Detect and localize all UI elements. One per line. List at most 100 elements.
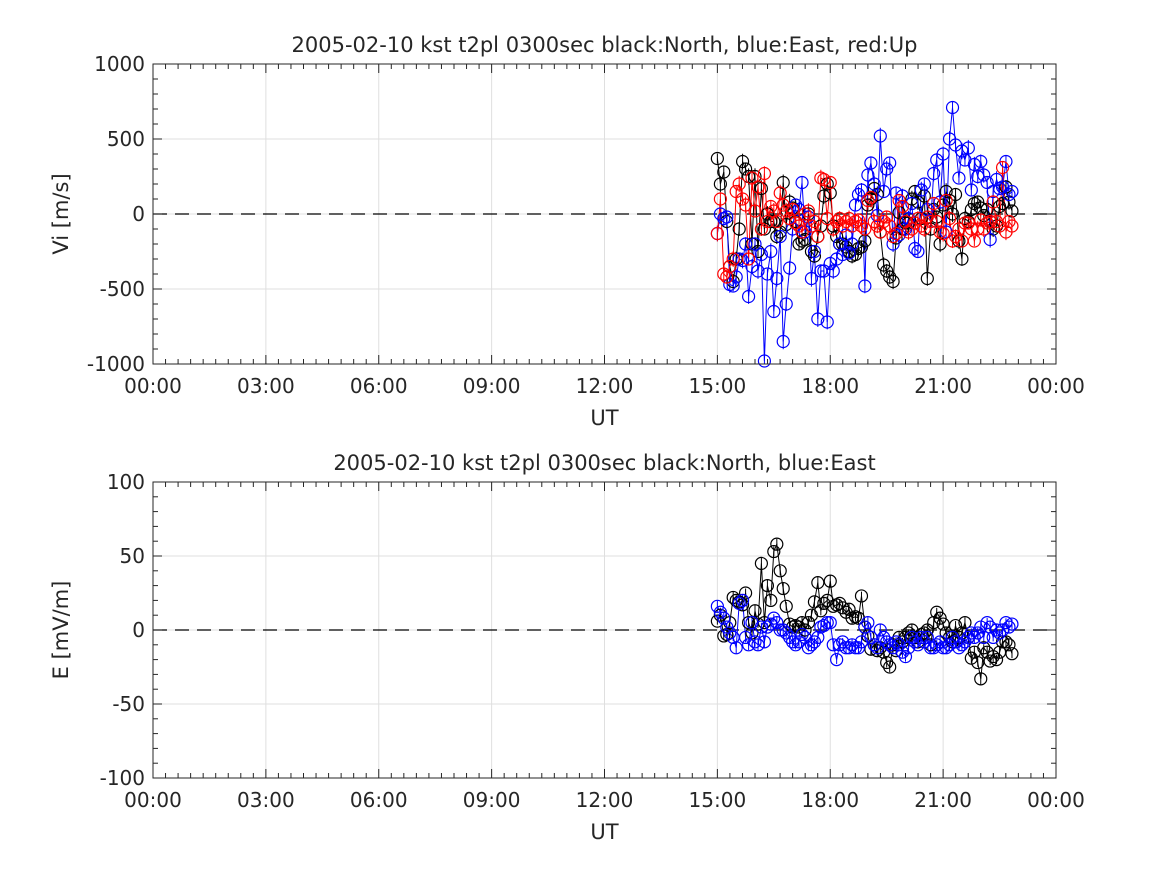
data-point — [933, 195, 947, 209]
data-point — [767, 304, 781, 319]
data-point — [738, 237, 753, 251]
data-point — [760, 578, 775, 593]
data-point — [710, 226, 724, 241]
data-point — [783, 195, 797, 209]
data-point — [845, 638, 859, 652]
data-point — [757, 635, 772, 649]
data-point — [877, 258, 891, 272]
data-point — [842, 641, 856, 655]
data-point — [735, 593, 750, 608]
data-point — [742, 289, 756, 304]
data-point — [754, 620, 768, 634]
velocity-points — [710, 100, 1019, 368]
data-point — [798, 232, 812, 247]
x-tick-label: 09:00 — [463, 788, 521, 812]
data-point — [867, 181, 881, 196]
data-point — [867, 638, 881, 652]
data-point — [814, 604, 828, 618]
data-point — [964, 626, 978, 640]
data-point — [974, 154, 988, 169]
data-point — [770, 537, 784, 551]
data-point — [817, 618, 831, 633]
data-point — [735, 192, 750, 206]
data-point — [924, 638, 938, 652]
data-point — [748, 204, 762, 218]
data-point — [948, 187, 963, 202]
data-point — [854, 589, 869, 603]
x-tick-label: 12:00 — [576, 374, 634, 398]
y-tick-label: 0 — [132, 202, 145, 226]
data-point — [779, 204, 793, 218]
data-point — [927, 196, 941, 211]
data-point — [945, 207, 960, 221]
electric-field-panel: 00:00 03:00 06:00 09:00 12:00 15:00 18:00 21:00… — [49, 451, 1085, 844]
data-point — [773, 186, 787, 200]
data-point — [773, 564, 787, 578]
data-point — [971, 195, 985, 209]
data-point — [767, 611, 781, 625]
data-point — [883, 638, 897, 652]
data-point — [870, 641, 884, 655]
data-point — [945, 234, 960, 248]
data-point — [738, 586, 753, 600]
data-point — [886, 274, 900, 289]
data-point — [729, 270, 743, 284]
data-point — [924, 214, 938, 229]
data-point — [823, 186, 837, 200]
data-point — [889, 635, 903, 649]
data-point — [958, 211, 972, 226]
data-point — [889, 186, 903, 200]
data-point — [967, 234, 981, 248]
data-point — [999, 615, 1013, 630]
data-point — [961, 141, 975, 155]
data-point — [826, 638, 840, 652]
data-point — [977, 168, 991, 182]
data-point — [955, 144, 969, 158]
data-point — [1005, 617, 1019, 631]
data-point — [914, 630, 928, 645]
data-point — [807, 214, 822, 229]
data-point — [880, 210, 894, 224]
data-point — [864, 190, 878, 205]
data-point — [779, 599, 793, 613]
data-point — [851, 213, 866, 227]
data-point — [767, 214, 781, 229]
data-point — [760, 214, 775, 229]
data-point — [738, 162, 753, 176]
data-point — [713, 192, 727, 206]
data-point — [779, 297, 793, 311]
data-point — [776, 334, 790, 349]
data-point — [817, 172, 831, 187]
data-point — [817, 189, 831, 203]
data-point — [873, 129, 887, 143]
data-point — [826, 222, 840, 236]
data-point — [751, 244, 765, 259]
x-tick-label: 21:00 — [914, 788, 972, 812]
data-point — [795, 175, 809, 190]
data-point — [936, 641, 950, 655]
data-point — [980, 175, 994, 190]
data-point — [992, 626, 1007, 640]
data-point — [864, 630, 878, 645]
data-point — [754, 247, 768, 262]
data-point — [839, 228, 853, 242]
data-point — [783, 261, 797, 275]
y-tick-label: 500 — [107, 127, 145, 151]
data-point — [911, 244, 925, 259]
data-point — [804, 219, 819, 233]
data-point — [826, 264, 840, 278]
data-point — [1002, 214, 1016, 229]
data-point — [986, 195, 1000, 209]
data-point — [786, 202, 800, 217]
x-tick-label: 00:00 — [1027, 788, 1085, 812]
data-point — [983, 232, 997, 247]
x-tick-label: 18:00 — [801, 374, 859, 398]
data-point — [917, 177, 931, 191]
data-point — [830, 652, 844, 667]
data-point — [804, 271, 819, 286]
data-point — [726, 252, 740, 266]
data-point — [773, 623, 787, 637]
y-tick-label: -500 — [100, 277, 145, 301]
data-point — [908, 216, 922, 230]
data-point — [861, 168, 875, 182]
